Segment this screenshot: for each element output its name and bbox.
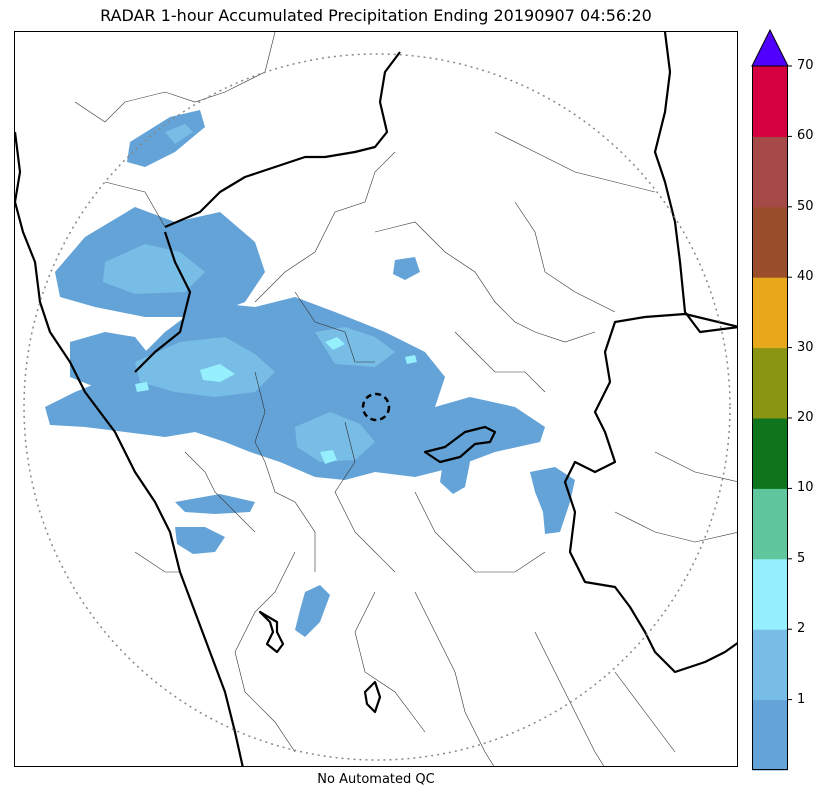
- colorbar-tick-label: 10: [797, 480, 814, 496]
- colorbar-tick-label: 20: [797, 410, 814, 425]
- colorbar-outline: [752, 65, 788, 770]
- colorbar-bin: [752, 488, 788, 560]
- colorbar-bin: [752, 347, 788, 419]
- colorbar-extend-arrow: [751, 28, 789, 67]
- colorbar: 1 2 5 10 20 30 40 50 60 70: [751, 28, 814, 771]
- precip-area-medium: [103, 124, 395, 462]
- state-boundaries: [15, 32, 737, 766]
- colorbar-tick-label: 5: [797, 550, 806, 566]
- colorbar-bin: [752, 629, 788, 701]
- colorbar-bin: [752, 66, 788, 137]
- colorbar-bin: [752, 136, 788, 208]
- colorbar-tick-label: 50: [797, 198, 814, 214]
- colorbar-bin: [752, 206, 788, 278]
- radar-range-ring: [23, 53, 731, 761]
- colorbar-tick-label: 1: [797, 691, 806, 707]
- colorbar-tick-label: 2: [797, 621, 806, 637]
- radar-map[interactable]: [14, 31, 738, 767]
- colorbar-bin: [752, 558, 788, 630]
- radar-map-canvas: [15, 32, 737, 766]
- colorbar-canvas: [751, 28, 792, 771]
- chart-title: RADAR 1-hour Accumulated Precipitation E…: [100, 6, 652, 25]
- colorbar-bin: [752, 699, 788, 771]
- colorbar-tick-label: 60: [797, 128, 814, 144]
- district-boundaries: [74, 32, 737, 766]
- colorbar-tick-label: 30: [797, 339, 814, 355]
- colorbar-tick-label: 40: [797, 269, 814, 285]
- colorbar-tick-label: 70: [797, 58, 814, 73]
- precip-area-light: [45, 110, 575, 637]
- precip-area-heavy: [135, 337, 417, 464]
- colorbar-bin: [752, 418, 788, 489]
- radar-site-marker[interactable]: [361, 392, 391, 422]
- qc-note: No Automated QC: [317, 772, 435, 787]
- colorbar-bin: [752, 277, 788, 349]
